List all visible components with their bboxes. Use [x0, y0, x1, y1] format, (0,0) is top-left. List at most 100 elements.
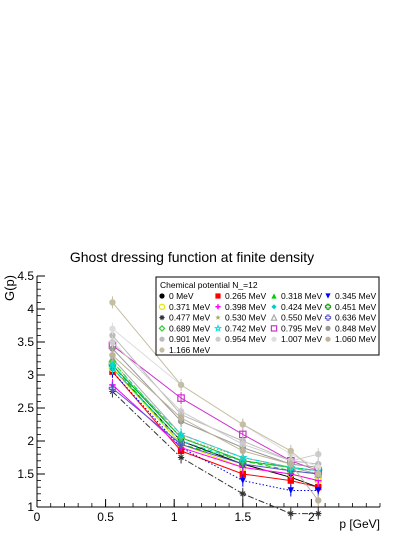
- legend-box: [155, 276, 380, 356]
- legend-label: 1.166 MeV: [169, 345, 210, 355]
- legend-entry: 0 MeV: [159, 291, 194, 301]
- series-point: [270, 325, 278, 332]
- series-point: [315, 487, 322, 494]
- series-point: [324, 303, 332, 310]
- series-point: [287, 477, 295, 484]
- series-point: [239, 460, 247, 468]
- y-axis-label: G(p): [2, 275, 17, 301]
- series-point: [177, 454, 185, 461]
- y-tick-label: 3.5: [17, 335, 34, 349]
- x-tick-label: 2: [308, 510, 315, 524]
- series-point: [315, 464, 322, 471]
- y-tick-label: 2.5: [17, 401, 34, 415]
- legend-label: 0.398 MeV: [225, 302, 266, 312]
- series-point: [215, 314, 221, 320]
- series-point: [109, 352, 116, 359]
- series-point: [325, 293, 331, 299]
- legend-entry: 0.345 MeV: [325, 291, 376, 301]
- legend-entry: 0.424 MeV: [271, 302, 322, 312]
- legend-entry: 0.477 MeV: [159, 313, 210, 323]
- series-point: [213, 324, 223, 332]
- series-point: [324, 314, 332, 321]
- series-point: [159, 293, 165, 299]
- series-point: [159, 315, 165, 321]
- legend-entry: 0.318 MeV: [271, 291, 322, 301]
- series-point: [315, 497, 322, 504]
- legend-entry: 0.848 MeV: [325, 323, 376, 333]
- series-point: [287, 447, 295, 455]
- series-point: [239, 441, 246, 448]
- legend-entry: 0.530 MeV: [215, 313, 266, 323]
- series-point: [239, 477, 246, 484]
- series-point: [239, 421, 246, 428]
- legend: Chemical potential N_=12 0 MeV 0.265 MeV 0…: [155, 276, 380, 356]
- series-point: [159, 336, 165, 342]
- legend-label: 0.689 MeV: [169, 323, 210, 333]
- series-layer: [107, 296, 324, 520]
- series-point: [107, 360, 118, 370]
- legend-label: 0.265 MeV: [225, 291, 266, 301]
- legend-entry: 1.060 MeV: [325, 334, 376, 344]
- series-point: [215, 304, 221, 310]
- series-point: [159, 347, 165, 353]
- legend-entry: 0.398 MeV: [215, 302, 266, 312]
- series-point: [239, 447, 246, 455]
- x-tick-label: 0.5: [97, 510, 114, 524]
- legend-entry: 0.901 MeV: [159, 334, 210, 344]
- series-point: [177, 394, 185, 402]
- legend-entry: 0.795 MeV: [270, 323, 322, 333]
- legend-label: 0.848 MeV: [335, 323, 376, 333]
- series-point: [108, 384, 117, 392]
- series-point: [271, 336, 277, 342]
- series-point: [158, 303, 166, 310]
- legend-label: 0.451 MeV: [335, 302, 376, 312]
- series-point: [158, 324, 166, 332]
- series-point: [109, 325, 116, 332]
- series-point: [287, 460, 295, 468]
- series-point: [215, 293, 221, 299]
- series-point: [239, 470, 246, 478]
- series-point: [315, 470, 322, 478]
- legend-title: Chemical potential N_=12: [160, 280, 258, 290]
- series-point: [271, 304, 277, 310]
- legend-entry: 0.265 MeV: [215, 291, 266, 301]
- legend-entry: 1.166 MeV: [159, 345, 210, 355]
- series-point: [239, 490, 246, 497]
- legend-entry: 0.689 MeV: [158, 323, 210, 333]
- series-point: [325, 336, 331, 342]
- y-tick-label: 1.5: [17, 467, 34, 481]
- y-tick-label: 3: [27, 368, 34, 382]
- series-point: [177, 440, 185, 448]
- series-point: [215, 336, 221, 342]
- series-point: [109, 345, 116, 352]
- legend-label: 0.477 MeV: [169, 313, 210, 323]
- series-point: [109, 299, 116, 306]
- series-point: [109, 338, 116, 346]
- x-tick-label: 0: [34, 510, 41, 524]
- legend-entry: 0.451 MeV: [324, 302, 376, 312]
- x-tick-label: 1.5: [234, 510, 251, 524]
- legend-entry: 0.550 MeV: [270, 313, 322, 323]
- y-tick-label: 1: [27, 500, 34, 514]
- series-point: [287, 510, 295, 517]
- series-point: [109, 332, 116, 339]
- legend-label: 1.007 MeV: [281, 334, 322, 344]
- y-tick-label: 2: [27, 434, 34, 448]
- legend-entry: 0.636 MeV: [324, 313, 376, 323]
- legend-label: 0.742 MeV: [225, 323, 266, 333]
- series-point: [177, 381, 185, 389]
- legend-label: 0 MeV: [169, 291, 194, 301]
- series-line: [112, 354, 319, 501]
- legend-label: 0.901 MeV: [169, 334, 210, 344]
- legend-label: 0.318 MeV: [281, 291, 322, 301]
- y-tick-label: 4.5: [17, 269, 34, 283]
- legend-label: 0.345 MeV: [335, 291, 376, 301]
- legend-entry: 0.742 MeV: [213, 323, 266, 333]
- series-point: [177, 408, 185, 415]
- legend-label: 1.060 MeV: [335, 334, 376, 344]
- legend-entry: 0.954 MeV: [215, 334, 266, 344]
- axes: 1 1.5 2 2.5 3 3.5 4 4.5 0 0.5 1 1.5 2: [17, 269, 381, 524]
- legend-label: 0.795 MeV: [281, 323, 322, 333]
- y-tick-label: 4: [27, 302, 34, 316]
